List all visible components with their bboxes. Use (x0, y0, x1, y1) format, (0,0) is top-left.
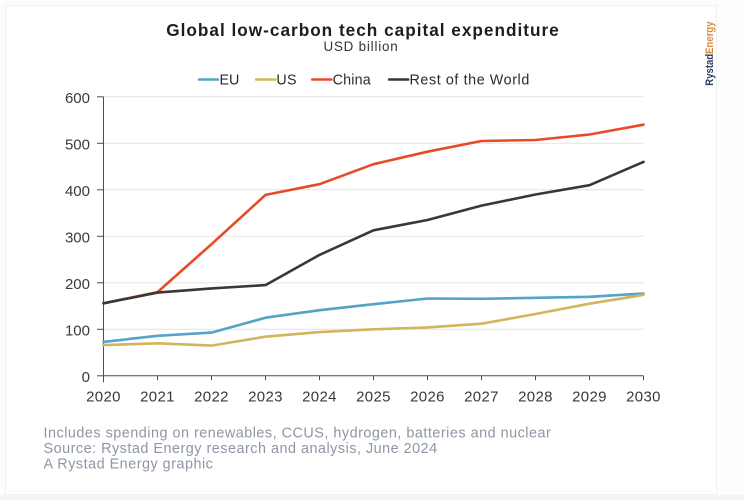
svg-text:2029: 2029 (572, 388, 607, 405)
svg-text:2030: 2030 (626, 388, 661, 405)
svg-text:Includes spending on renewable: Includes spending on renewables, CCUS, h… (44, 426, 552, 442)
svg-text:Rest of the World: Rest of the World (410, 73, 530, 89)
svg-text:200: 200 (65, 276, 90, 293)
svg-text:300: 300 (65, 229, 90, 246)
svg-text:A Rystad Energy graphic: A Rystad Energy graphic (44, 456, 214, 472)
svg-text:Source: Rystad Energy research: Source: Rystad Energy research and analy… (44, 441, 438, 457)
svg-text:2024: 2024 (302, 388, 337, 405)
svg-text:2023: 2023 (248, 388, 283, 405)
svg-text:500: 500 (65, 136, 90, 153)
svg-text:2021: 2021 (140, 388, 175, 405)
svg-text:600: 600 (65, 90, 90, 107)
svg-text:EU: EU (220, 73, 240, 89)
svg-text:2028: 2028 (518, 388, 553, 405)
svg-text:400: 400 (65, 183, 90, 200)
svg-text:2026: 2026 (410, 388, 445, 405)
svg-text:100: 100 (65, 322, 90, 339)
svg-text:USD billion: USD billion (323, 39, 398, 54)
svg-text:China: China (333, 73, 371, 89)
svg-text:US: US (276, 73, 296, 89)
svg-text:0: 0 (82, 369, 90, 386)
svg-text:Global low-carbon tech capital: Global low-carbon tech capital expenditu… (166, 20, 559, 40)
svg-text:2022: 2022 (194, 388, 229, 405)
svg-text:2027: 2027 (464, 388, 499, 405)
svg-text:RystadEnergy: RystadEnergy (704, 21, 716, 86)
svg-text:2020: 2020 (86, 388, 121, 405)
svg-text:2025: 2025 (356, 388, 391, 405)
